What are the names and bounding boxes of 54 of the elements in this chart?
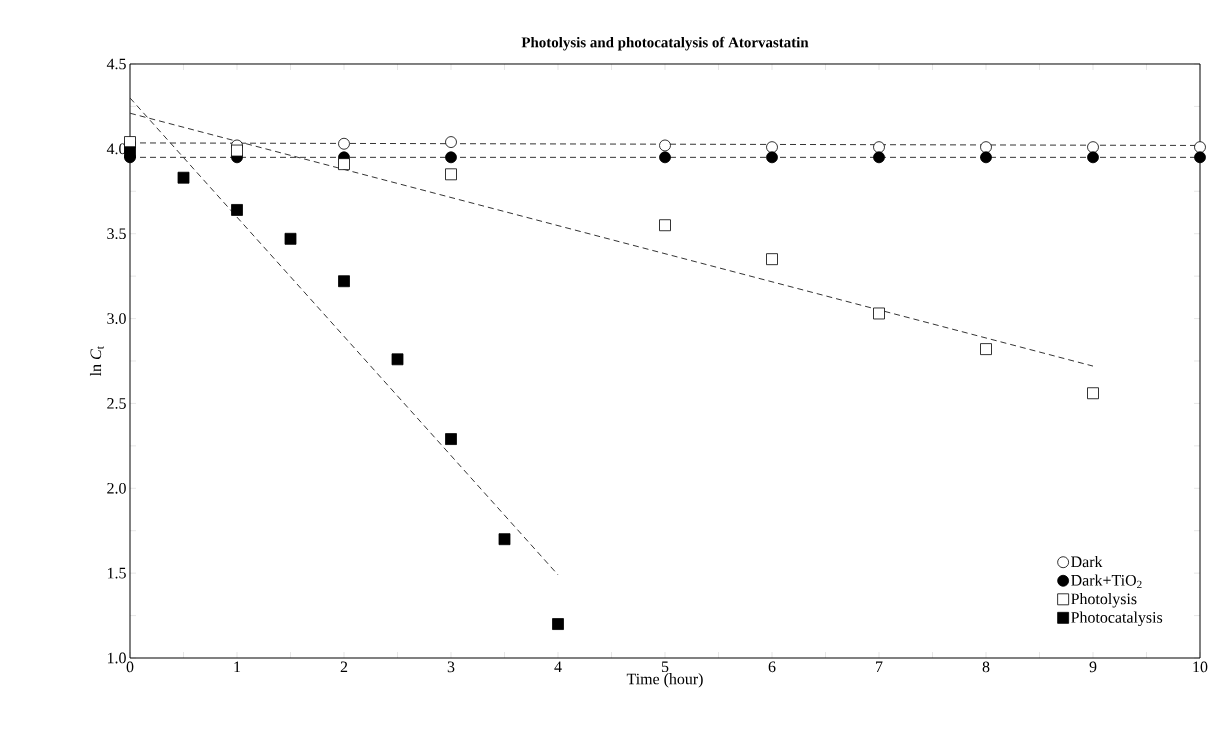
point [980,343,992,356]
point [284,232,297,245]
x-tick-label: 9 [1089,661,1097,673]
y-tick-label: 4.5 [106,58,126,70]
point [177,171,190,184]
y-tick-label: 1.0 [107,652,126,664]
point [445,151,457,164]
x-tick-label: 1 [234,661,241,673]
legend-label: Dark+TiO$_{2}$ [1071,574,1142,589]
point [873,151,885,164]
point [124,146,136,159]
x-axis-title: Time (hour) [626,673,703,688]
x-tick-label: 4 [554,661,562,673]
legend-label: Photocatalysis [1071,611,1163,627]
point [766,151,778,164]
point [1087,387,1099,400]
x-tick-label: 3 [447,661,455,673]
y-axis-title: ln C$_{t}$ [89,346,104,377]
point [391,353,404,366]
point [498,533,511,546]
point [445,433,457,445]
point [552,618,564,630]
point [338,275,350,288]
point [659,219,671,232]
point [445,136,457,148]
point [1087,151,1099,164]
point [445,168,457,181]
point [766,253,778,266]
point [338,158,350,171]
x-tick-label: 7 [876,661,883,672]
y-tick-label: 1.5 [107,567,126,579]
point [1087,141,1099,154]
chart-title: Photolysis and photocatalysis of Atorvastatin [521,36,809,51]
x-tick-label: 10 [1193,661,1208,673]
point [659,139,671,152]
point [1194,151,1206,164]
legend-label: Dark [1071,555,1103,568]
y-tick-label: 2.5 [107,398,126,409]
x-tick-label: 5 [661,661,669,673]
y-tick-label: 2.0 [107,482,126,494]
x-tick-label: 6 [768,661,776,673]
x-tick-label: 8 [982,661,990,673]
y-tick-label: 3.0 [107,313,126,324]
point [873,307,885,320]
x-tick-label: 2 [340,661,348,673]
point [231,204,243,216]
point [659,151,671,164]
y-tick-label: 3.5 [107,228,126,240]
point [1194,141,1206,154]
point [338,137,350,150]
legend-label: Photolysis [1071,593,1137,608]
point [980,151,992,164]
point [231,144,243,157]
x-tick-label: 0 [126,661,134,673]
